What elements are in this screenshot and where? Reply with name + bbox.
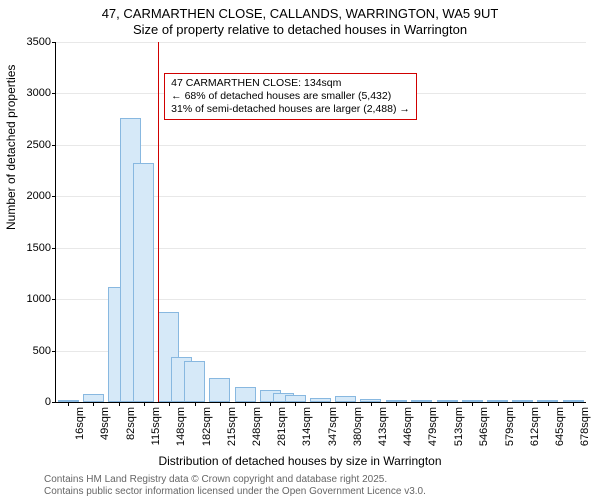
y-tick-mark — [52, 196, 56, 197]
x-tick-mark — [119, 402, 120, 406]
x-tick-label: 479sqm — [427, 407, 439, 446]
chart-container: 47, CARMARTHEN CLOSE, CALLANDS, WARRINGT… — [0, 0, 600, 500]
x-tick-mark — [169, 402, 170, 406]
y-tick-mark — [52, 299, 56, 300]
x-tick-label: 281sqm — [276, 407, 288, 446]
x-tick-label: 446sqm — [402, 407, 414, 446]
y-tick-label: 2500 — [27, 139, 51, 151]
x-tick-label: 115sqm — [150, 407, 162, 445]
y-tick-mark — [52, 145, 56, 146]
x-tick-label: 546sqm — [478, 407, 490, 446]
x-tick-mark — [523, 402, 524, 406]
x-tick-mark — [144, 402, 145, 406]
histogram-bar — [235, 387, 256, 402]
y-tick-label: 1000 — [27, 293, 51, 305]
x-tick-mark — [295, 402, 296, 406]
x-tick-label: 513sqm — [453, 407, 465, 446]
histogram-bar — [133, 163, 154, 402]
x-tick-mark — [220, 402, 221, 406]
callout-box: 47 CARMARTHEN CLOSE: 134sqm← 68% of deta… — [164, 73, 417, 120]
y-tick-label: 1500 — [27, 242, 51, 254]
x-tick-mark — [270, 402, 271, 406]
y-tick-label: 500 — [33, 345, 51, 357]
y-tick-mark — [52, 93, 56, 94]
x-tick-label: 380sqm — [352, 407, 364, 446]
histogram-bar — [184, 361, 205, 402]
x-tick-label: 579sqm — [504, 407, 516, 446]
callout-line3: 31% of semi-detached houses are larger (… — [171, 103, 410, 116]
x-tick-label: 612sqm — [529, 407, 541, 446]
x-tick-mark — [421, 402, 422, 406]
x-tick-label: 215sqm — [226, 407, 238, 446]
x-tick-mark — [573, 402, 574, 406]
x-tick-label: 16sqm — [74, 407, 86, 440]
x-tick-label: 645sqm — [554, 407, 566, 446]
x-tick-mark — [93, 402, 94, 406]
x-tick-mark — [498, 402, 499, 406]
grid-line — [56, 42, 586, 43]
y-tick-mark — [52, 351, 56, 352]
histogram-bar — [209, 378, 230, 402]
callout-line2: ← 68% of detached houses are smaller (5,… — [171, 90, 410, 103]
y-tick-mark — [52, 248, 56, 249]
x-tick-mark — [195, 402, 196, 406]
y-tick-label: 2000 — [27, 190, 51, 202]
x-tick-mark — [245, 402, 246, 406]
y-tick-label: 3500 — [27, 36, 51, 48]
x-tick-label: 82sqm — [125, 407, 137, 440]
x-tick-label: 49sqm — [99, 407, 111, 440]
x-tick-label: 182sqm — [201, 407, 213, 446]
y-tick-mark — [52, 402, 56, 403]
x-tick-mark — [447, 402, 448, 406]
x-tick-label: 678sqm — [579, 407, 591, 446]
histogram-bar — [83, 394, 104, 402]
x-tick-mark — [396, 402, 397, 406]
histogram-bar — [285, 395, 306, 402]
reference-line — [158, 42, 159, 402]
x-tick-mark — [548, 402, 549, 406]
x-tick-mark — [371, 402, 372, 406]
x-tick-label: 314sqm — [301, 407, 313, 446]
y-tick-label: 0 — [45, 396, 51, 408]
footer-line1: Contains HM Land Registry data © Crown c… — [44, 474, 426, 486]
x-tick-mark — [68, 402, 69, 406]
x-tick-label: 148sqm — [175, 407, 187, 446]
x-tick-mark — [321, 402, 322, 406]
x-tick-label: 248sqm — [251, 407, 263, 446]
footer-line2: Contains public sector information licen… — [44, 486, 426, 498]
footer-attribution: Contains HM Land Registry data © Crown c… — [44, 474, 426, 498]
x-tick-label: 347sqm — [327, 407, 339, 446]
x-tick-label: 413sqm — [377, 407, 389, 446]
y-axis-label: Number of detached properties — [4, 65, 18, 230]
chart-title-line2: Size of property relative to detached ho… — [0, 22, 600, 37]
y-tick-label: 3000 — [27, 87, 51, 99]
callout-line1: 47 CARMARTHEN CLOSE: 134sqm — [171, 77, 410, 90]
chart-title-line1: 47, CARMARTHEN CLOSE, CALLANDS, WARRINGT… — [0, 6, 600, 21]
y-tick-mark — [52, 42, 56, 43]
x-tick-mark — [346, 402, 347, 406]
x-tick-mark — [472, 402, 473, 406]
x-axis-label: Distribution of detached houses by size … — [0, 454, 600, 468]
plot-area: 050010001500200025003000350016sqm49sqm82… — [55, 42, 586, 403]
